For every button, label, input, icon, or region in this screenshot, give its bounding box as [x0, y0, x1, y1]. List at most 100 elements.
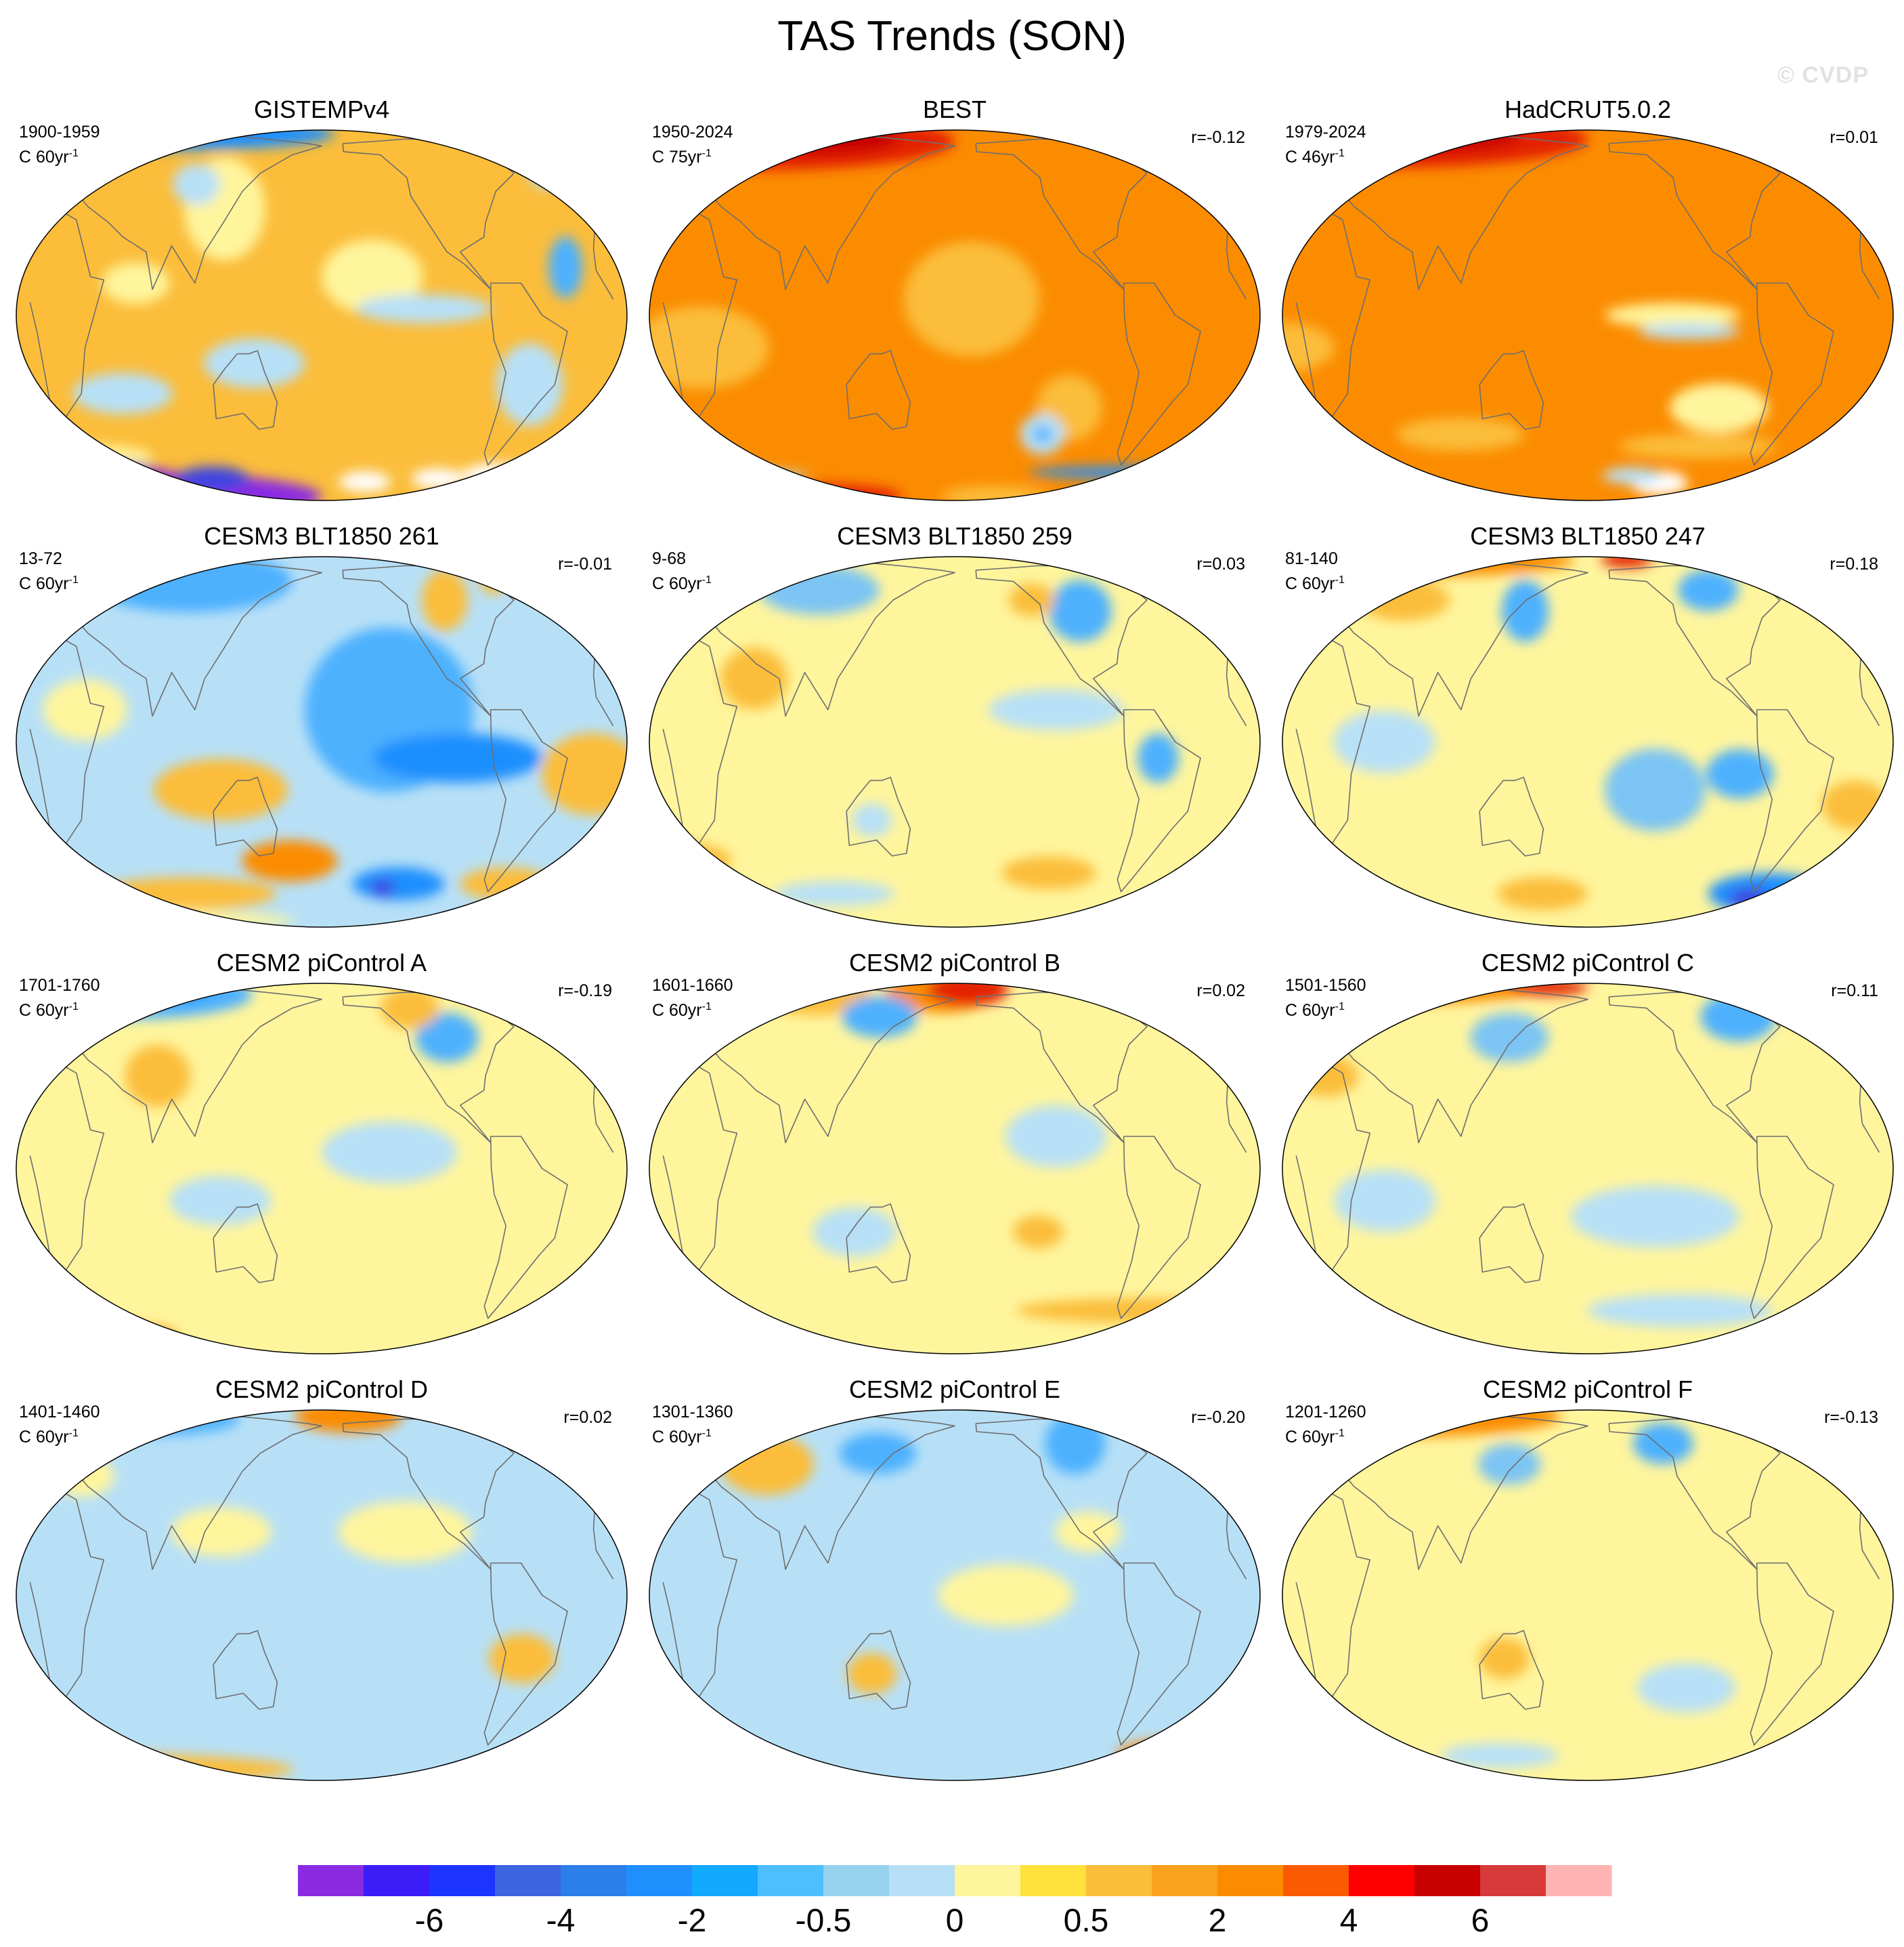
panel-period: 1701-1760 — [19, 976, 100, 995]
trend-anomaly-region — [153, 758, 288, 821]
colorbar-swatch — [1283, 1865, 1349, 1896]
panel-period: 1900-1959 — [19, 123, 100, 142]
trend-anomaly-region — [719, 1433, 814, 1495]
map-base-field — [16, 983, 627, 1354]
trend-map — [649, 983, 1261, 1354]
trend-anomaly-region — [1605, 303, 1741, 328]
colorbar-tick-label: -2 — [678, 1903, 707, 1939]
panel-period: 1401-1460 — [19, 1403, 100, 1421]
trend-anomaly-region — [1005, 1105, 1107, 1168]
trend-anomaly-region — [1396, 417, 1524, 451]
coastline — [590, 186, 597, 207]
panel-units: C 46yr-1 — [1285, 143, 1345, 168]
trend-anomaly-region — [102, 262, 170, 304]
trend-map — [16, 1409, 628, 1781]
trend-anomaly-region — [171, 1507, 272, 1557]
panel-units: C 60yr-1 — [652, 570, 712, 595]
trend-anomaly-region — [941, 486, 1047, 500]
panel-correlation: r=0.03 — [1196, 555, 1245, 574]
trend-anomaly-region — [169, 1176, 272, 1226]
coastline — [1295, 1483, 1371, 1703]
panel-title: CESM2 piControl B — [848, 949, 1061, 977]
map-boundary — [1282, 556, 1894, 928]
trend-anomaly-region — [415, 1012, 479, 1063]
trend-map — [1282, 983, 1894, 1354]
panel-units: C 60yr-1 — [19, 143, 79, 168]
coastline — [1856, 186, 1863, 207]
trend-anomaly-region — [1055, 1511, 1122, 1553]
coastline — [1117, 1136, 1201, 1319]
trend-map — [649, 556, 1261, 928]
trend-anomaly-region — [501, 471, 574, 492]
trend-anomaly-region — [937, 1564, 1074, 1627]
coastline — [213, 1629, 278, 1710]
map-base-field — [1282, 557, 1893, 927]
map-base-field — [649, 983, 1260, 1354]
panel-title: CESM3 BLT1850 261 — [204, 522, 439, 550]
coastline — [483, 1562, 568, 1746]
panel-title: CESM2 piControl C — [1481, 949, 1695, 977]
trend-anomaly-region — [1604, 748, 1706, 832]
trend-anomaly-region — [338, 1501, 473, 1563]
coastline — [464, 131, 542, 156]
coastline — [464, 984, 542, 1009]
panel-units-text: C 75yr — [652, 148, 702, 167]
trend-anomaly-region — [1501, 580, 1549, 642]
trend-anomaly-region — [35, 1324, 179, 1349]
map-panel: CESM2 piControl F 1201-1260 C 60yr-1 r=-0.1… — [1273, 1375, 1903, 1781]
coastline — [846, 1629, 911, 1710]
panel-correlation: r=0.02 — [563, 1408, 612, 1427]
coastline — [1223, 1040, 1230, 1060]
map-boundary — [16, 983, 628, 1354]
trend-anomaly-region — [1821, 780, 1889, 830]
panel-period: 9-68 — [652, 549, 687, 568]
trend-anomaly-region — [839, 1432, 917, 1474]
coastline — [662, 630, 738, 849]
map-base-field — [16, 1410, 627, 1780]
panel-period: 1201-1260 — [1285, 1403, 1366, 1421]
trend-anomaly-region — [322, 1121, 458, 1184]
panel-units-exponent: -1 — [701, 1001, 712, 1012]
map-boundary — [649, 129, 1261, 501]
coastline — [1730, 1411, 1809, 1436]
colorbar-swatch — [1349, 1865, 1415, 1896]
colorbar-tick-label: 0 — [946, 1903, 964, 1939]
colorbar-tick-label: 4 — [1340, 1903, 1358, 1939]
panel-units-exponent: -1 — [701, 1428, 712, 1439]
trend-anomaly-region — [1116, 1739, 1234, 1772]
coastline — [1856, 1040, 1863, 1060]
coastline — [1479, 1203, 1544, 1283]
panel-units-text: C 60yr — [1285, 1001, 1335, 1020]
coastline — [1223, 613, 1230, 633]
map-boundary — [16, 556, 628, 928]
colorbar-swatch — [1546, 1865, 1612, 1896]
panel-title: CESM2 piControl E — [848, 1375, 1061, 1403]
map-panel: CESM3 BLT1850 261 13-72 C 60yr-1 r=-0.01 — [7, 521, 636, 928]
coastline — [483, 1136, 568, 1319]
panel-title: CESM2 piControl A — [216, 949, 427, 977]
panel-units-exponent: -1 — [1335, 574, 1345, 586]
trend-anomaly-region — [1357, 579, 1450, 621]
panel-title: HadCRUT5.0.2 — [1504, 95, 1672, 123]
trend-anomaly-region — [339, 471, 391, 492]
trend-anomaly-region — [846, 1652, 897, 1694]
panel-period: 1979-2024 — [1285, 123, 1366, 142]
coastline — [590, 613, 597, 633]
coastline — [1295, 203, 1371, 423]
panel-correlation: r=0.11 — [1831, 981, 1878, 1000]
panel-units-text: C 60yr — [652, 1001, 702, 1020]
trend-anomaly-region — [1497, 877, 1588, 910]
panel-units-text: C 60yr — [1285, 574, 1335, 593]
coastline — [1117, 709, 1201, 893]
trend-anomaly-region — [1016, 1298, 1260, 1323]
coastline — [846, 349, 911, 430]
colorbar-tick-label: -0.5 — [796, 1903, 852, 1939]
colorbar-swatch — [1414, 1865, 1481, 1896]
coastline — [1097, 131, 1175, 156]
coastline — [1730, 131, 1809, 156]
coastline — [29, 630, 105, 849]
trend-anomaly-region — [759, 565, 880, 615]
coastline — [1097, 984, 1175, 1009]
coastline — [1750, 282, 1834, 466]
trend-anomaly-region — [1601, 557, 1653, 568]
